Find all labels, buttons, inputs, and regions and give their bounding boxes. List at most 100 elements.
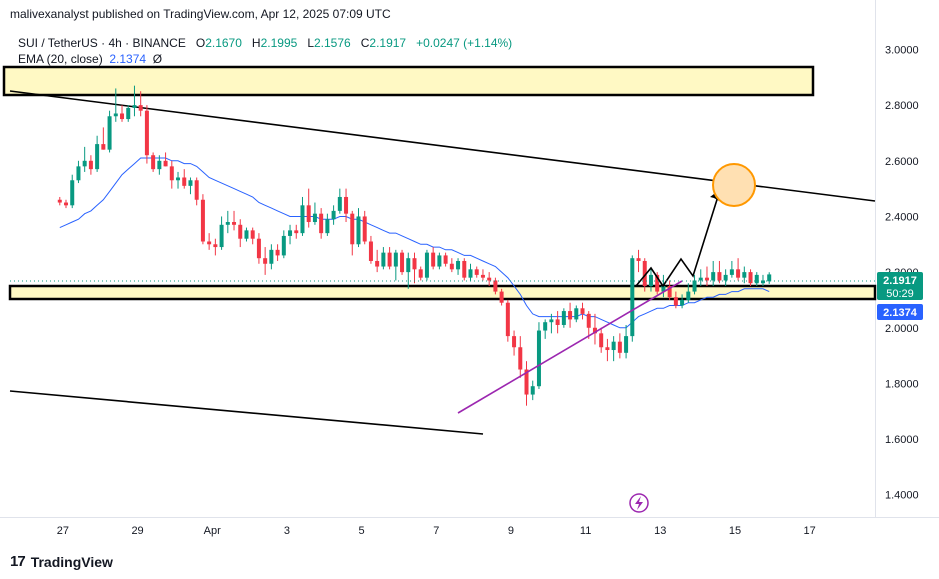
candle <box>200 194 205 245</box>
candle-body <box>188 180 193 186</box>
candle <box>736 258 741 281</box>
candle <box>337 188 342 214</box>
candle <box>692 274 697 295</box>
candle <box>698 269 703 287</box>
candle-body <box>225 222 230 225</box>
candle <box>120 105 125 122</box>
candle-body <box>642 260 647 287</box>
candle-body <box>95 144 100 170</box>
candle <box>412 252 417 284</box>
ema-label[interactable]: EMA (20, close) <box>18 52 103 66</box>
support-zone[interactable] <box>8 284 877 301</box>
candle <box>648 269 653 292</box>
candle <box>418 266 423 281</box>
candle-body <box>518 347 523 370</box>
close-value: 2.1917 <box>369 36 407 50</box>
candle <box>754 272 759 287</box>
candle <box>549 313 554 334</box>
candle-body <box>474 269 479 275</box>
candle-body <box>680 299 685 306</box>
candle <box>400 249 405 275</box>
last-price-tag: 2.1917 50:29 <box>877 272 923 300</box>
channel-lower-line[interactable] <box>9 390 484 435</box>
candle-body <box>387 252 392 267</box>
candle-body <box>200 199 205 242</box>
candle <box>356 208 361 248</box>
date-tick-label: 7 <box>433 525 439 537</box>
close-label: C <box>360 36 370 50</box>
candle <box>406 252 411 289</box>
candle <box>592 313 597 345</box>
candle <box>344 188 349 223</box>
candle <box>319 208 324 239</box>
candle <box>312 202 317 225</box>
rising-support-line[interactable] <box>457 280 683 414</box>
candle-body <box>742 272 747 278</box>
candle <box>169 160 174 189</box>
target-circle[interactable] <box>712 163 756 207</box>
ema-tag-value: 2.1374 <box>883 307 918 319</box>
candle-body <box>698 277 703 281</box>
candle-body <box>169 166 174 181</box>
candle-body <box>599 333 604 348</box>
candle <box>530 380 535 401</box>
candle-body <box>536 330 541 387</box>
candle-body <box>331 210 336 220</box>
candle-body <box>605 347 610 351</box>
candle-body <box>70 180 75 206</box>
candle <box>624 324 629 359</box>
candle <box>300 196 305 236</box>
candle <box>362 210 367 245</box>
candle-body <box>586 313 591 328</box>
candle-body <box>462 260 467 278</box>
chart-legend: SUI / TetherUS · 4h · BINANCE O2.1670 H2… <box>18 35 512 67</box>
candle <box>225 210 230 234</box>
candle <box>686 283 691 303</box>
candle-body <box>176 177 181 181</box>
date-tick-label: 9 <box>508 525 514 537</box>
candle <box>76 160 81 184</box>
candle <box>294 224 299 239</box>
candle-body <box>107 116 112 150</box>
candle <box>424 249 429 281</box>
candle-body <box>729 269 734 275</box>
projection-path[interactable] <box>635 189 721 288</box>
symbol-name[interactable]: SUI / TetherUS · 4h · BINANCE <box>18 36 186 50</box>
candle-body <box>400 252 405 273</box>
ema-extra: Ø <box>152 52 163 66</box>
candle-body <box>493 280 498 292</box>
countdown-value: 50:29 <box>886 288 914 300</box>
low-value: 2.1576 <box>314 36 351 50</box>
candle-body <box>512 336 517 348</box>
candle <box>543 319 548 339</box>
candle <box>269 244 274 270</box>
candle-body <box>256 238 261 259</box>
price-tick-label: 1.8000 <box>885 378 919 390</box>
candle-body <box>362 216 367 242</box>
lightning-icon[interactable] <box>629 493 649 513</box>
footer-brand[interactable]: 17 TradingView <box>10 553 113 570</box>
candle <box>480 269 485 281</box>
time-scale[interactable]: 27 29 Apr 3 5 7 9 11 13 15 17 <box>57 525 816 537</box>
candle-body <box>754 274 759 284</box>
candle <box>176 171 181 189</box>
resistance-zone[interactable] <box>2 65 815 97</box>
price-tick-label: 2.0000 <box>885 323 919 335</box>
symbol-row: SUI / TetherUS · 4h · BINANCE O2.1670 H2… <box>18 35 512 51</box>
candle <box>219 216 224 250</box>
candle <box>767 272 772 284</box>
high-value: 2.1995 <box>260 36 298 50</box>
candle-body <box>281 235 286 256</box>
candle-body <box>648 274 653 287</box>
candle-body <box>312 213 317 223</box>
open-label: O <box>195 36 206 50</box>
candle-body <box>381 252 386 267</box>
candle-body <box>431 252 436 267</box>
candle-body <box>673 297 678 306</box>
candle <box>680 294 685 309</box>
price-tick-label: 2.6000 <box>885 156 919 168</box>
candle-body <box>325 219 330 234</box>
candle <box>599 327 604 353</box>
candle-body <box>294 230 299 234</box>
